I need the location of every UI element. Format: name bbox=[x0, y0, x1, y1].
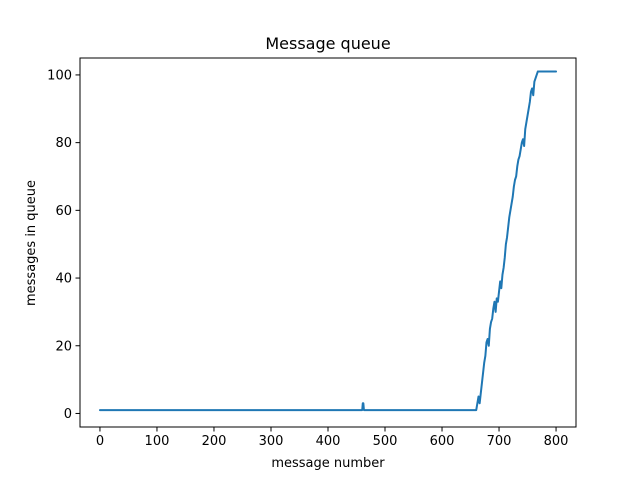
x-tick-label: 300 bbox=[259, 434, 284, 449]
x-axis-label: message number bbox=[271, 456, 385, 471]
y-tick-label: 100 bbox=[47, 68, 72, 83]
y-tick-label: 20 bbox=[55, 339, 72, 354]
x-tick-label: 500 bbox=[373, 434, 398, 449]
series-line-1 bbox=[98, 70, 558, 412]
plot-frame bbox=[79, 57, 577, 428]
y-axis-label: messages in queue bbox=[24, 180, 39, 306]
x-tick-label: 800 bbox=[544, 434, 569, 449]
chart-title: Message queue bbox=[265, 34, 390, 53]
y-tick-label: 60 bbox=[55, 204, 72, 219]
x-tick-label: 100 bbox=[145, 434, 170, 449]
x-tick-label: 600 bbox=[430, 434, 455, 449]
plot-area bbox=[79, 57, 577, 428]
x-tick-label: 700 bbox=[487, 434, 512, 449]
y-tick-label: 0 bbox=[64, 407, 72, 422]
y-tick-label: 80 bbox=[55, 136, 72, 151]
x-tick-label: 0 bbox=[96, 434, 104, 449]
x-tick-label: 200 bbox=[202, 434, 227, 449]
y-axis: 0 20 40 60 80 100 bbox=[47, 68, 80, 422]
y-tick-label: 40 bbox=[55, 272, 72, 287]
x-tick-label: 400 bbox=[316, 434, 341, 449]
x-axis: 0 100 200 300 400 500 600 700 800 bbox=[96, 427, 569, 449]
